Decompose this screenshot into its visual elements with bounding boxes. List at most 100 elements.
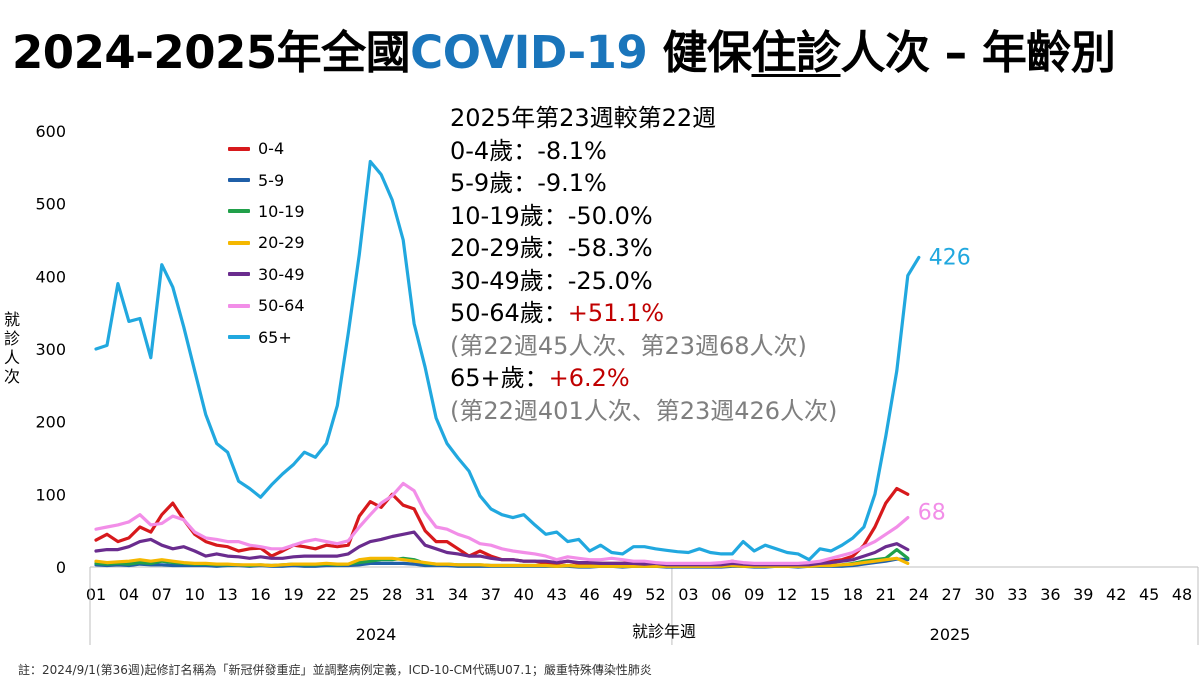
stats-value: -8.1% bbox=[537, 136, 607, 165]
legend-item: 30-49 bbox=[228, 259, 305, 290]
legend-label: 0-4 bbox=[258, 139, 285, 159]
x-tick-label: 42 bbox=[1106, 585, 1126, 604]
stats-line: 30-49歲：-25.0% bbox=[450, 265, 837, 298]
stats-line-65plus: 65+歲：+6.2% bbox=[450, 362, 837, 395]
x-tick-label: 06 bbox=[711, 585, 731, 604]
stats-label: 65+歲： bbox=[450, 364, 549, 392]
title-covid: COVID-19 bbox=[410, 26, 648, 79]
x-tick-label: 28 bbox=[382, 585, 402, 604]
stats-label: 0-4歲： bbox=[450, 136, 538, 165]
legend-item: 65+ bbox=[228, 321, 305, 352]
legend-swatch bbox=[228, 240, 250, 245]
x-tick-label: 03 bbox=[678, 585, 698, 604]
legend-item: 20-29 bbox=[228, 227, 305, 258]
title-part5: 人次 – 年齡別 bbox=[840, 26, 1116, 79]
y-axis-label: 就診人次 bbox=[3, 310, 20, 386]
legend-label: 65+ bbox=[258, 327, 292, 347]
x-tick-label: 10 bbox=[185, 585, 205, 604]
legend-swatch bbox=[228, 335, 250, 340]
y-tick-label: 300 bbox=[35, 340, 66, 359]
legend-swatch bbox=[228, 209, 250, 214]
legend-item: 5-9 bbox=[228, 164, 305, 195]
x-tick-label: 24 bbox=[909, 585, 929, 604]
x-tick-label: 12 bbox=[777, 585, 797, 604]
legend-label: 30-49 bbox=[258, 264, 305, 284]
series-line-50-64 bbox=[94, 481, 910, 566]
x-tick-label: 19 bbox=[283, 585, 303, 604]
legend-swatch bbox=[228, 178, 250, 183]
legend-label: 20-29 bbox=[258, 233, 305, 253]
x-tick-label: 07 bbox=[152, 585, 172, 604]
legend-swatch bbox=[228, 272, 250, 277]
stats-value: -9.1% bbox=[537, 169, 607, 197]
legend-label: 10-19 bbox=[258, 201, 305, 221]
title-part1: 2024-2025年全國 bbox=[12, 26, 411, 79]
x-tick-label: 01 bbox=[86, 585, 106, 604]
stats-line-50-64: 50-64歲：+51.1% bbox=[450, 297, 837, 330]
y-tick-label: 0 bbox=[56, 558, 66, 577]
stats-line: 0-4歲：-8.1% bbox=[450, 135, 837, 168]
legend-swatch bbox=[228, 303, 250, 308]
x-tick-label: 40 bbox=[514, 585, 534, 604]
stats-header: 2025年第23週較第22週 bbox=[450, 104, 717, 132]
y-tick-label: 100 bbox=[35, 485, 66, 504]
x-tick-label: 21 bbox=[876, 585, 896, 604]
legend-item: 10-19 bbox=[228, 196, 305, 227]
stats-label: 10-19歲： bbox=[450, 201, 568, 230]
series-line-65+ bbox=[94, 159, 921, 562]
stats-line: 20-29歲：-58.3% bbox=[450, 232, 837, 265]
x-tick-label: 18 bbox=[843, 585, 863, 604]
stats-label: 50-64歲： bbox=[450, 299, 568, 327]
stats-panel: 2025年第23週較第22週 0-4歲：-8.1% 5-9歲：-9.1% 10-19… bbox=[450, 102, 837, 427]
year-label: 2025 bbox=[930, 625, 971, 644]
end-label-50-64: 68 bbox=[918, 501, 946, 526]
footnote: 註：2024/9/1(第36週)起修訂名稱為「新冠併發重症」並調整病例定義，IC… bbox=[18, 663, 652, 677]
stats-note-50-64: (第22週45人次、第23週68人次) bbox=[450, 331, 807, 360]
stats-line: 10-19歲：-50.0% bbox=[450, 200, 837, 233]
stats-label: 5-9歲： bbox=[450, 169, 538, 197]
stats-value: -50.0% bbox=[567, 201, 653, 230]
y-tick-label: 400 bbox=[35, 267, 66, 286]
x-tick-label: 37 bbox=[481, 585, 501, 604]
title-part3: 健保 bbox=[647, 26, 752, 79]
stats-value: -58.3% bbox=[567, 234, 653, 262]
x-tick-label: 46 bbox=[579, 585, 599, 604]
legend-item: 0-4 bbox=[228, 133, 305, 164]
y-tick-label: 500 bbox=[35, 195, 66, 214]
stats-label: 30-49歲： bbox=[450, 266, 568, 295]
stats-label: 20-29歲： bbox=[450, 234, 568, 262]
legend-label: 5-9 bbox=[258, 170, 285, 190]
stats-note-65plus: (第22週401人次、第23週426人次) bbox=[450, 396, 838, 425]
stats-value: -25.0% bbox=[567, 266, 653, 295]
x-tick-label: 45 bbox=[1139, 585, 1159, 604]
stats-value: +6.2% bbox=[548, 364, 630, 392]
x-axis-title: 就診年週 bbox=[632, 622, 696, 641]
x-tick-label: 48 bbox=[1172, 585, 1192, 604]
chart-title: 2024-2025年全國COVID-19 健保住診人次 – 年齡別 bbox=[12, 16, 1116, 81]
legend-label: 50-64 bbox=[258, 296, 305, 316]
x-tick-label: 39 bbox=[1073, 585, 1093, 604]
x-tick-label: 16 bbox=[250, 585, 270, 604]
y-tick-label: 600 bbox=[35, 122, 66, 141]
legend-swatch bbox=[228, 146, 250, 151]
x-tick-label: 13 bbox=[217, 585, 237, 604]
stats-line: 5-9歲：-9.1% bbox=[450, 167, 837, 200]
x-tick-label: 33 bbox=[1007, 585, 1027, 604]
legend: 0-4 5-9 10-19 20-29 30-49 50-64 65+ bbox=[228, 133, 305, 353]
x-tick-label: 27 bbox=[941, 585, 961, 604]
x-tick-label: 22 bbox=[316, 585, 336, 604]
stats-value: +51.1% bbox=[567, 299, 665, 327]
x-tick-label: 43 bbox=[547, 585, 567, 604]
x-tick-label: 52 bbox=[645, 585, 665, 604]
x-tick-label: 30 bbox=[974, 585, 994, 604]
x-tick-label: 31 bbox=[415, 585, 435, 604]
x-tick-label: 15 bbox=[810, 585, 830, 604]
x-tick-label: 04 bbox=[119, 585, 139, 604]
end-label-65plus: 426 bbox=[929, 245, 971, 270]
x-tick-label: 25 bbox=[349, 585, 369, 604]
y-tick-label: 200 bbox=[35, 413, 66, 432]
year-label: 2024 bbox=[356, 625, 397, 644]
legend-item: 50-64 bbox=[228, 290, 305, 321]
x-tick-label: 49 bbox=[612, 585, 632, 604]
